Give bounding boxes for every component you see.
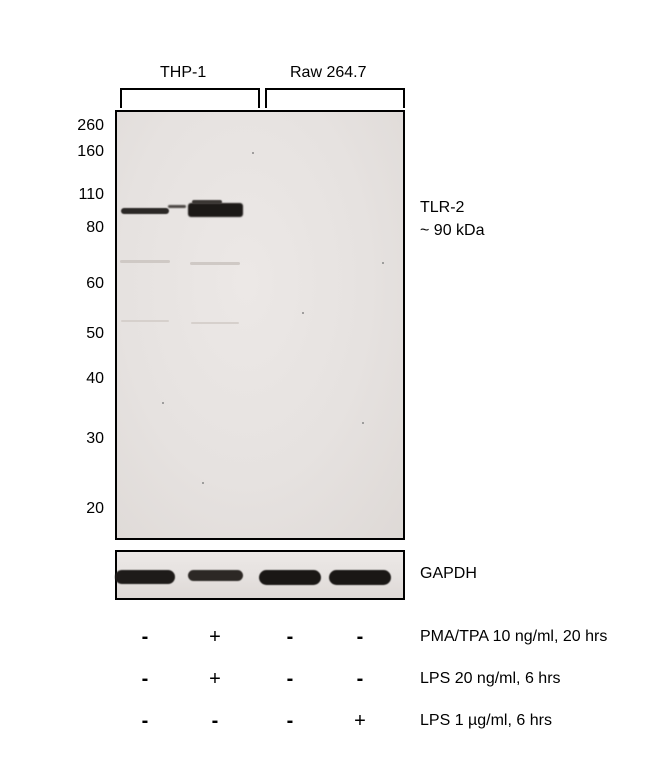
- treatment-mark-minus: -: [280, 710, 300, 733]
- blot-speckle: [202, 482, 204, 484]
- gapdh-band: [115, 570, 175, 584]
- mw-marker: 110: [68, 186, 104, 204]
- mw-marker: 60: [68, 275, 104, 293]
- target-mw-label: ~ 90 kDa: [420, 222, 484, 240]
- gapdh-band: [188, 570, 243, 581]
- blot-band: [188, 203, 243, 217]
- sample-label-thp1: THP-1: [160, 64, 206, 82]
- treatment-mark-minus: -: [135, 668, 155, 691]
- treatment-mark-plus: +: [205, 626, 225, 649]
- treatment-mark-plus: +: [205, 668, 225, 691]
- figure-container: THP-1 Raw 264.7 260 160 110 80 60 50 40 30 20 TL…: [0, 0, 650, 775]
- blot-band: [192, 200, 222, 204]
- mw-marker: 50: [68, 325, 104, 343]
- treatment-mark-plus: +: [350, 710, 370, 733]
- treatment-mark-minus: -: [280, 668, 300, 691]
- mw-marker: 80: [68, 219, 104, 237]
- blot-speckle: [362, 422, 364, 424]
- treatment-label: LPS 1 µg/ml, 6 hrs: [420, 712, 552, 730]
- mw-marker: 40: [68, 370, 104, 388]
- blot-main: [115, 110, 405, 540]
- treatment-mark-minus: -: [350, 668, 370, 691]
- blot-band: [121, 208, 169, 214]
- gapdh-label: GAPDH: [420, 565, 477, 583]
- treatment-mark-minus: -: [135, 626, 155, 649]
- mw-marker: 20: [68, 500, 104, 518]
- gapdh-band: [259, 570, 321, 585]
- blot-band: [120, 260, 170, 263]
- mw-marker: 30: [68, 430, 104, 448]
- gapdh-band: [329, 570, 391, 585]
- bracket-thp1: [120, 88, 260, 108]
- mw-marker: 260: [68, 117, 104, 135]
- blot-band: [121, 320, 169, 322]
- treatment-mark-minus: -: [205, 710, 225, 733]
- bracket-raw: [265, 88, 405, 108]
- sample-label-raw: Raw 264.7: [290, 64, 367, 82]
- blot-speckle: [162, 402, 164, 404]
- mw-marker: 160: [68, 143, 104, 161]
- treatment-label: LPS 20 ng/ml, 6 hrs: [420, 670, 561, 688]
- treatment-mark-minus: -: [135, 710, 155, 733]
- blot-speckle: [382, 262, 384, 264]
- blot-band: [168, 205, 186, 208]
- blot-speckle: [302, 312, 304, 314]
- blot-band: [190, 262, 240, 265]
- treatment-mark-minus: -: [280, 626, 300, 649]
- treatment-mark-minus: -: [350, 626, 370, 649]
- treatment-label: PMA/TPA 10 ng/ml, 20 hrs: [420, 628, 607, 646]
- blot-speckle: [252, 152, 254, 154]
- blot-band: [191, 322, 239, 324]
- target-name-label: TLR-2: [420, 199, 464, 217]
